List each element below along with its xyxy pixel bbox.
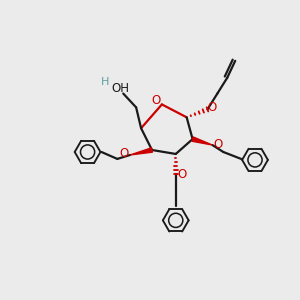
Text: O: O (208, 101, 217, 114)
Text: O: O (177, 168, 186, 181)
Polygon shape (192, 137, 212, 145)
Text: H: H (101, 76, 110, 87)
Polygon shape (130, 148, 152, 155)
Text: O: O (151, 94, 160, 107)
Text: OH: OH (111, 82, 129, 95)
Text: O: O (214, 138, 223, 151)
Text: O: O (120, 148, 129, 160)
